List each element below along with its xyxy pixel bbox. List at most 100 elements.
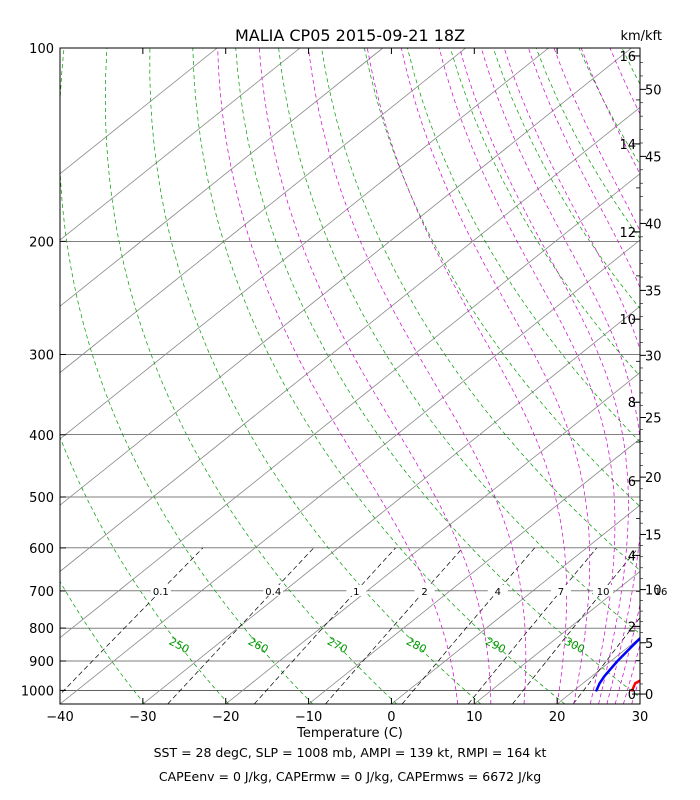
mixing-ratio-line	[512, 547, 639, 704]
isotherm-line	[639, 703, 640, 704]
moist-adiabat-line	[258, 48, 492, 704]
plot-frame	[59, 47, 641, 705]
kft-tick-label: 25	[645, 412, 662, 427]
mixing-ratio-label-bg	[150, 584, 171, 596]
pressure-tick-label: 400	[29, 429, 54, 444]
moist-adiabat-line	[641, 48, 700, 704]
x-tick-label: −10	[295, 710, 322, 725]
isotherm-line	[60, 48, 632, 506]
kft-tick-label: 20	[645, 471, 662, 486]
dry-adiabat-line	[321, 48, 640, 571]
pressure-tick-label: 500	[29, 491, 54, 506]
theta-label: 260	[246, 635, 271, 656]
moist-adiabat-line	[366, 48, 567, 704]
dry-adiabat-line	[407, 48, 640, 443]
km-tick-label: 8	[628, 396, 636, 411]
mixing-ratio-label-bg	[414, 584, 435, 596]
dry-adiabat-line	[149, 48, 482, 704]
km-tick-label: 10	[619, 313, 636, 328]
isotherm-line	[308, 438, 640, 704]
isotherm-line	[60, 48, 549, 440]
x-tick-label: −30	[129, 710, 156, 725]
mixing-ratio-line	[254, 547, 396, 704]
theta-label: 280	[404, 635, 429, 656]
x-tick-label: 10	[466, 710, 483, 725]
kft-tick-label: 45	[645, 150, 662, 165]
mixing-ratio-line	[572, 617, 640, 704]
km-tick-label: 12	[619, 226, 636, 241]
isotherm-line	[60, 239, 640, 704]
isotherm-line	[60, 48, 301, 241]
mixing-ratio-label: 16	[655, 587, 668, 598]
mixing-ratio-label-bg	[263, 584, 284, 596]
km-tick-label: 6	[628, 475, 636, 490]
dry-adiabat-line	[104, 48, 397, 704]
km-tick-label: 2	[628, 620, 636, 635]
mixing-ratio-line	[60, 547, 204, 695]
pressure-tick-label: 600	[29, 542, 54, 557]
mixing-ratio-line	[401, 547, 535, 704]
kft-tick-label: 40	[645, 217, 662, 232]
x-axis-label: Temperature (C)	[296, 726, 403, 740]
kft-tick-label: 0	[645, 688, 653, 703]
dry-adiabat-line	[364, 48, 640, 507]
mixing-ratio-line	[467, 547, 597, 704]
x-tick-label: 30	[632, 710, 649, 725]
theta-label: 250	[167, 635, 192, 656]
km-tick-label: 14	[619, 138, 636, 153]
mixing-ratio-label-bg	[346, 584, 367, 596]
background-lines	[60, 48, 700, 704]
km-tick-label: 0	[628, 688, 636, 703]
isotherm-line	[60, 48, 466, 374]
mixing-ratio-label-bg	[593, 584, 614, 596]
dry-adiabat-line	[192, 48, 566, 704]
pressure-tick-label: 700	[29, 585, 54, 600]
chart-title: MALIA CP05 2015-09-21 18Z	[235, 26, 465, 45]
moist-adiabat-line	[673, 48, 700, 704]
mixing-ratio-label: 1	[353, 587, 359, 598]
mixing-ratio-line	[325, 547, 463, 704]
isotherm-line	[60, 173, 640, 639]
x-tick-label: −20	[212, 710, 239, 725]
dry-adiabat-line	[235, 48, 640, 698]
mixing-ratio-label: 10	[597, 587, 610, 598]
moist-adiabat-line	[459, 48, 629, 704]
dry-adiabat-line	[60, 48, 313, 704]
axes: −40 −30 −20 −10 0 10 20 30100200300400500600700…	[21, 42, 662, 725]
pressure-tick-label: 300	[29, 348, 54, 363]
mixing-ratio-label-bg	[487, 584, 508, 596]
dry-adiabat-line	[60, 580, 145, 704]
theta-label: 270	[325, 635, 350, 656]
theta-label: 300	[562, 635, 587, 656]
kft-tick-label: 15	[645, 528, 662, 543]
pressure-tick-label: 900	[29, 655, 54, 670]
moist-adiabat-line	[665, 48, 700, 704]
mixing-ratio-label: 7	[558, 587, 564, 598]
mixing-ratio-label: 0.4	[265, 587, 281, 598]
kft-tick-label: 5	[645, 637, 653, 652]
moist-adiabat-line	[528, 48, 640, 704]
footer-line-1: SST = 28 degC, SLP = 1008 mb, AMPI = 139…	[153, 745, 547, 760]
moist-adiabat-line	[217, 48, 459, 704]
dry-adiabat-line	[449, 48, 640, 377]
right-axis-label: km/kft	[620, 29, 662, 44]
moist-adiabat-line	[401, 48, 591, 704]
mixing-ratio-label-bg	[650, 584, 671, 596]
moist-adiabat-line	[503, 48, 640, 704]
dry-adiabat-line	[535, 48, 640, 239]
kft-tick-label: 30	[645, 349, 662, 364]
x-tick-label: 0	[387, 710, 395, 725]
isotherm-line	[60, 48, 218, 175]
pressure-tick-label: 1000	[21, 684, 54, 699]
x-tick-label: 20	[549, 710, 566, 725]
pressure-tick-label: 100	[29, 42, 54, 57]
pressure-tick-label: 200	[29, 235, 54, 250]
isotherm-line	[391, 504, 640, 704]
moist-adiabat-line	[308, 48, 527, 704]
kft-tick-label: 10	[645, 584, 662, 599]
isotherm-line	[60, 48, 384, 307]
km-tick-label: 4	[628, 549, 636, 564]
mixing-ratio-line	[167, 547, 314, 704]
pressure-tick-label: 800	[29, 622, 54, 637]
dry-adiabat-line	[60, 702, 61, 704]
